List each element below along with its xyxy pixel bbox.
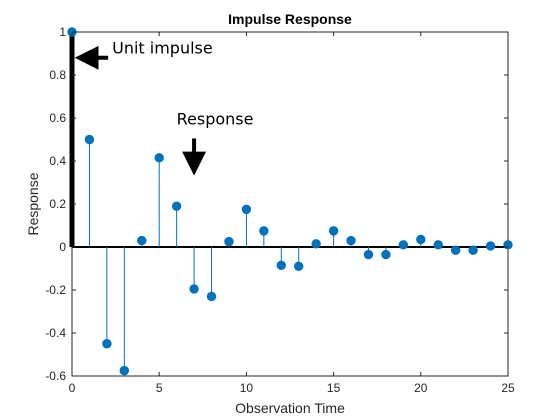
- y-tick-label: -0.4: [45, 326, 66, 340]
- stem-marker: [363, 249, 374, 260]
- y-tick-label: 0.6: [49, 111, 66, 125]
- stem-marker: [84, 134, 95, 145]
- unit-impulse-annotation: Unit impulse: [112, 39, 213, 58]
- annotations: Unit impulse Response: [74, 39, 254, 176]
- y-axis-ticks: -0.6 -0.4 -0.2 0 0.2 0.4 0.6 0.8 1: [45, 25, 508, 383]
- stem-marker: [241, 204, 252, 215]
- y-tick-label: 0.2: [49, 197, 66, 211]
- y-tick-label: -0.2: [45, 283, 66, 297]
- stem-marker: [154, 153, 164, 163]
- x-axis-ticks: 0 5 10 15 20 25: [69, 32, 515, 395]
- stem-marker: [433, 240, 443, 250]
- stem-marker: [328, 226, 339, 236]
- stem-marker: [503, 240, 513, 250]
- stem-marker: [137, 235, 147, 246]
- y-tick-label: 0: [59, 240, 66, 254]
- stem-marker: [259, 226, 269, 236]
- stem-marker: [224, 236, 234, 247]
- plot-area-frame: [71, 31, 509, 377]
- y-tick-label: 0.4: [49, 154, 66, 168]
- x-tick-label: 25: [501, 381, 515, 395]
- x-tick-label: 15: [327, 381, 341, 395]
- y-tick-label: 1: [59, 25, 66, 39]
- stem-marker: [294, 261, 304, 272]
- x-tick-label: 10: [240, 381, 254, 395]
- stem-marker: [171, 201, 182, 211]
- y-axis-label: Response: [25, 172, 41, 235]
- x-tick-label: 0: [69, 381, 76, 395]
- stem-marker: [485, 241, 496, 251]
- y-tick-label: 0.8: [49, 68, 66, 82]
- x-tick-label: 20: [414, 381, 428, 395]
- response-annotation: Response: [177, 109, 254, 128]
- chart-title: Impulse Response: [228, 11, 352, 27]
- stem-marker: [468, 245, 478, 255]
- x-tick-label: 5: [156, 381, 163, 395]
- stem-marker: [416, 234, 426, 245]
- stem-marker: [119, 365, 130, 376]
- stem-marker: [311, 239, 321, 249]
- stem-marker: [381, 249, 391, 260]
- stem-marker: [398, 240, 409, 250]
- stem-marker: [102, 339, 112, 349]
- stem-marker: [346, 235, 356, 246]
- stem-marker: [206, 291, 217, 302]
- stem-marker: [189, 284, 199, 294]
- stem-marker: [276, 260, 286, 270]
- y-tick-label: -0.6: [45, 369, 66, 383]
- stem-marker: [450, 245, 461, 255]
- x-axis-label: Observation Time: [235, 400, 345, 416]
